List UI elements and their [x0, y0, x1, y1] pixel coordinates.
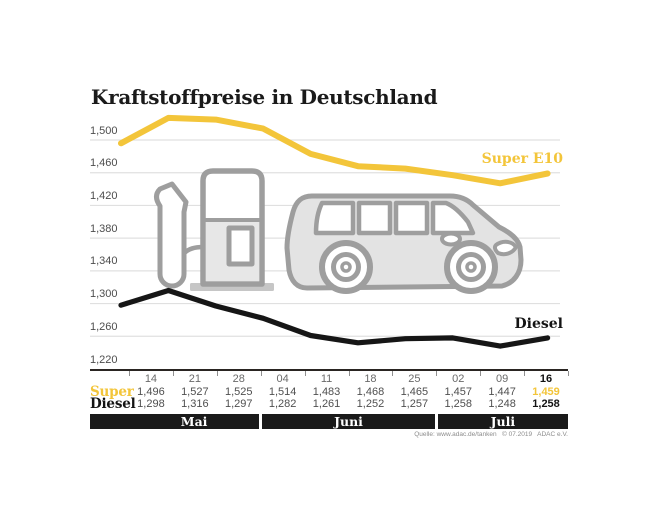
date-cell: 25 [408, 373, 421, 385]
value-cell: 1,282 [268, 398, 297, 410]
car-icon [284, 193, 524, 294]
source-note: Quelle: www.adac.de/tanken © 07.2019 ADA… [414, 431, 568, 438]
fuel-pump-icon [154, 168, 274, 291]
legend-diesel: Diesel [514, 316, 563, 332]
row-label-super: Super [90, 384, 134, 400]
value-cell: 1,457 [444, 386, 472, 398]
value-cell: 1,316 [181, 398, 209, 410]
value-cell: 1,496 [137, 386, 165, 398]
column-tick [436, 371, 438, 376]
month-bar-juli: Juli [437, 414, 568, 429]
value-cell: 1,468 [356, 386, 385, 398]
value-cell: 1,514 [268, 386, 297, 398]
column-tick [348, 371, 350, 376]
value-cell: 1,257 [400, 398, 429, 410]
front-wheel-icon [444, 240, 498, 294]
super-values-row: Super 1,496 1,527 1,525 1,514 1,483 1,468 1,46… [90, 384, 568, 400]
column-tick [480, 371, 482, 376]
value-cell: 1,525 [224, 386, 253, 398]
date-cell: 09 [496, 373, 509, 385]
month-bar-juni: Juni [262, 414, 435, 429]
value-cell: 1,258 [532, 398, 560, 410]
price-table: 14 21 28 04 11 18 25 02 09 16 Super 1,496 1,527 1,5… [90, 369, 569, 429]
date-cell: 16 [539, 373, 553, 385]
column-tick [392, 371, 394, 376]
row-label-diesel: Diesel [90, 396, 136, 412]
value-cell: 1,248 [488, 398, 516, 410]
value-cell: 1,483 [312, 386, 341, 398]
value-cell: 1,527 [181, 386, 209, 398]
date-cell: 02 [452, 373, 465, 385]
value-cell: 1,252 [356, 398, 385, 410]
legend-super-e10: Super E10 [481, 151, 563, 167]
date-cell: 11 [320, 373, 333, 385]
month-bar-mai: Mai [90, 414, 260, 429]
value-cell: 1,297 [224, 398, 253, 410]
column-tick [129, 371, 130, 376]
date-cell: 14 [144, 373, 158, 385]
column-tick [568, 371, 569, 376]
column-tick [524, 371, 526, 376]
date-cell: 21 [188, 373, 201, 385]
month-bars-row: Mai Juni Juli [90, 414, 568, 429]
value-cell: 1,459 [532, 386, 560, 398]
diesel-values-row: Diesel 1,298 1,316 1,297 1,282 1,261 1,252 1,2… [90, 396, 568, 412]
date-cell: 18 [364, 373, 377, 385]
value-cell: 1,298 [137, 398, 165, 410]
date-cell: 28 [232, 373, 245, 385]
column-tick [216, 371, 218, 376]
page-title: Kraftstoffpreise in Deutschland [91, 85, 438, 109]
diesel-price-line [118, 287, 551, 349]
rear-wheel-icon [319, 240, 373, 294]
price-lines [118, 114, 551, 349]
date-header-row: 14 21 28 04 11 18 25 02 09 16 [90, 371, 569, 386]
column-tick [260, 371, 262, 376]
super-price-line [118, 114, 551, 187]
date-cell: 04 [276, 373, 289, 385]
column-tick [304, 371, 306, 376]
value-cell: 1,447 [488, 386, 516, 398]
value-cell: 1,465 [400, 386, 429, 398]
value-cell: 1,261 [312, 398, 341, 410]
column-tick [172, 371, 174, 376]
value-cell: 1,258 [444, 398, 472, 410]
